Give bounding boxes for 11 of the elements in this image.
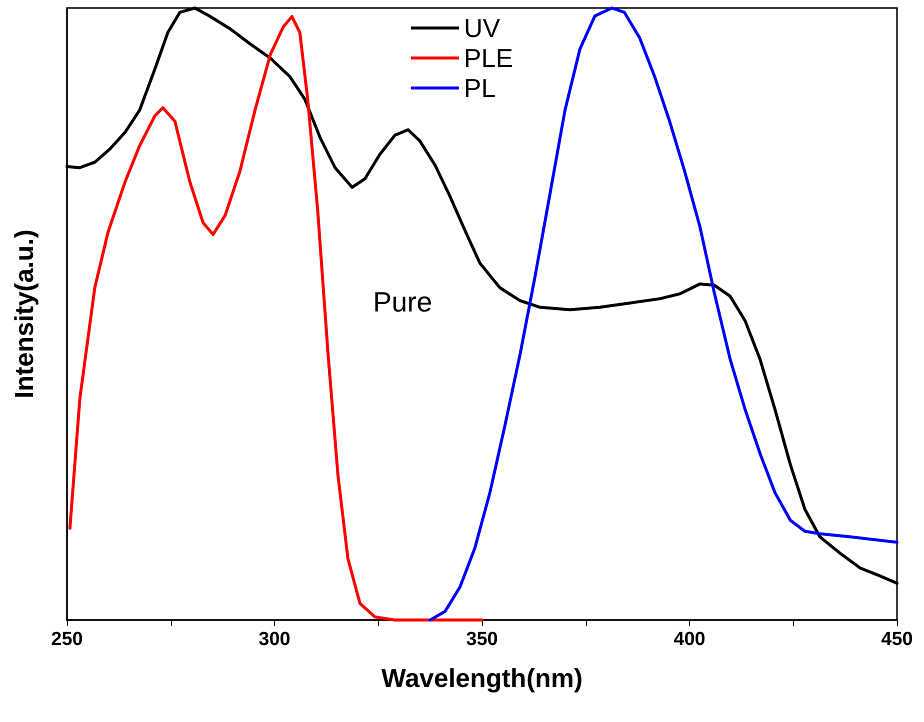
y-axis-title: Intensity(a.u.) — [9, 229, 39, 399]
annotation: Pure — [373, 286, 432, 318]
x-tick-label: 350 — [466, 629, 498, 650]
x-axis-title: Wavelength(nm) — [381, 663, 583, 693]
x-tick-label: 250 — [51, 629, 83, 650]
x-tick-label: 450 — [881, 629, 913, 650]
legend-label: PLE — [464, 43, 514, 73]
x-tick-label: 400 — [674, 629, 706, 650]
x-tick-label: 300 — [258, 629, 290, 650]
legend-label: UV — [464, 13, 501, 43]
legend-label: PL — [464, 73, 496, 103]
